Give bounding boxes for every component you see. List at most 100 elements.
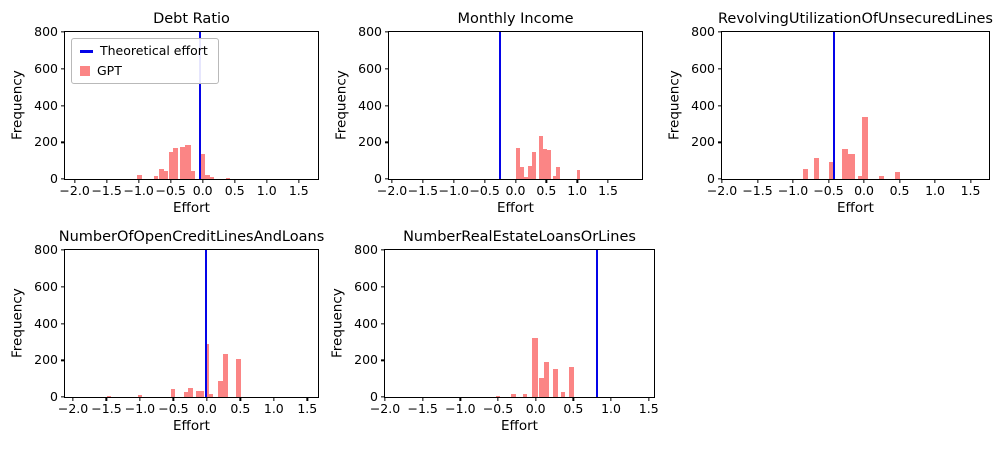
y-tick-label: 400 <box>358 97 382 113</box>
y-tick-mark <box>381 359 385 361</box>
theoretical-effort-line <box>833 32 836 179</box>
x-tick-label: 0.0 <box>525 401 546 416</box>
histogram-bar <box>553 369 559 397</box>
histogram-bar <box>522 394 528 397</box>
histogram-bar <box>857 176 862 179</box>
x-tick-label: 1.5 <box>288 183 309 198</box>
legend-label: GPT <box>97 62 122 78</box>
histogram-bar <box>495 395 501 397</box>
y-tick-label: 600 <box>354 278 378 294</box>
histogram-bar <box>539 377 544 397</box>
histogram-bar <box>190 170 195 179</box>
x-tick-label: −1.0 <box>123 183 154 198</box>
histogram-bar <box>209 394 214 397</box>
histogram-bar <box>878 176 884 179</box>
histogram-bar <box>829 161 835 179</box>
y-tick-label: 400 <box>34 97 58 113</box>
x-axis-label: Effort <box>837 200 874 216</box>
histogram-bar <box>847 154 855 179</box>
histogram-bar <box>205 174 210 179</box>
y-tick-mark <box>385 178 389 180</box>
x-tick-label: −1.0 <box>445 401 476 416</box>
x-tick-mark <box>206 397 208 401</box>
x-tick-label: −2.0 <box>59 183 90 198</box>
subplot-monthly-income: Monthly Income Frequency −2.0 −1.5 −1.0 −0.… <box>333 11 643 215</box>
x-tick-mark <box>422 179 424 183</box>
subplot-real-estate-loans: NumberRealEstateLoansOrLines Frequency −… <box>329 229 658 432</box>
histogram-bar <box>842 148 848 179</box>
y-tick-mark <box>61 396 65 398</box>
histogram-bar <box>137 395 142 397</box>
y-tick-mark <box>61 31 65 33</box>
y-tick-mark <box>385 141 389 143</box>
x-tick-mark <box>610 397 612 401</box>
x-tick-mark <box>648 397 650 401</box>
y-tick-mark <box>61 322 65 325</box>
y-tick-label: 200 <box>691 134 715 149</box>
x-tick-label: 0.0 <box>192 183 213 198</box>
theoretical-effort-line-marker <box>80 50 93 53</box>
x-tick-mark <box>453 179 455 183</box>
x-tick-mark <box>497 397 499 401</box>
histogram-bar <box>547 149 552 179</box>
x-axis-label: Effort <box>501 418 538 434</box>
x-axis-label: Effort <box>497 200 534 216</box>
histogram-bar <box>555 167 560 179</box>
histogram-bar <box>173 148 179 179</box>
subplot-debt-ratio: Debt Ratio Frequency Theoretical effort … <box>9 11 319 215</box>
x-tick-label: 0.5 <box>563 401 584 416</box>
x-tick-label: 0.5 <box>224 183 245 198</box>
histogram-bar <box>225 177 231 179</box>
histogram-bar <box>515 147 520 179</box>
y-tick-mark <box>718 104 722 107</box>
x-tick-label: −2.0 <box>376 183 408 198</box>
y-axis-label: Frequency <box>9 288 26 359</box>
subplot-open-credit-lines: NumberOfOpenCreditLinesAndLoans Frequenc… <box>9 229 324 432</box>
x-tick-label: −1.5 <box>742 183 773 198</box>
x-tick-mark <box>483 179 486 183</box>
gpt-square-marker <box>80 65 90 76</box>
legend: Theoretical effort GPT <box>71 38 219 84</box>
x-tick-label: 1.5 <box>960 183 981 198</box>
histogram-bar <box>813 157 819 179</box>
x-tick-label: 0.5 <box>536 183 557 198</box>
x-tick-mark <box>545 179 547 183</box>
y-tick-mark <box>61 104 65 107</box>
x-tick-mark <box>721 179 723 183</box>
x-tick-label: −0.5 <box>469 183 500 198</box>
x-tick-mark <box>239 397 241 401</box>
x-tick-label: −1.5 <box>407 401 438 416</box>
y-tick-mark <box>718 141 722 143</box>
histogram-bar <box>895 171 901 179</box>
x-tick-label: −0.5 <box>158 401 189 416</box>
histogram-bar <box>188 387 193 397</box>
x-tick-label: 1.0 <box>925 183 945 198</box>
x-tick-mark <box>306 397 308 401</box>
x-tick-label: 0.0 <box>854 183 874 198</box>
y-tick-label: 600 <box>34 60 58 76</box>
x-tick-mark <box>863 179 865 183</box>
chart-title: RevolvingUtilizationOfUnsecuredLines <box>718 10 993 27</box>
x-tick-mark <box>969 179 972 183</box>
x-tick-mark <box>273 397 275 401</box>
histogram-bar <box>107 396 112 397</box>
histogram-bar <box>163 171 169 179</box>
y-tick-mark <box>61 286 65 288</box>
y-tick-label: 400 <box>354 315 378 331</box>
x-tick-label: 0.5 <box>889 183 910 198</box>
histogram-bar <box>137 174 142 179</box>
plot-area: −2.0 −1.5 −1.0 −0.5 0.0 0.5 1.0 1.5 0 200 400 600 80… <box>358 25 643 197</box>
chart-title: NumberOfOpenCreditLinesAndLoans <box>58 228 325 245</box>
y-tick-mark <box>718 178 722 180</box>
y-tick-label: 200 <box>358 134 382 149</box>
x-tick-mark <box>756 179 759 183</box>
x-tick-mark <box>792 179 794 183</box>
histogram-bar <box>184 392 189 397</box>
y-tick-label: 0 <box>370 388 378 404</box>
y-tick-mark <box>61 141 65 143</box>
x-tick-mark <box>572 397 575 401</box>
x-tick-label: 1.5 <box>297 401 318 416</box>
y-axis-label: Frequency <box>329 288 346 359</box>
x-tick-label: −1.5 <box>407 183 439 198</box>
x-tick-mark <box>422 397 424 401</box>
